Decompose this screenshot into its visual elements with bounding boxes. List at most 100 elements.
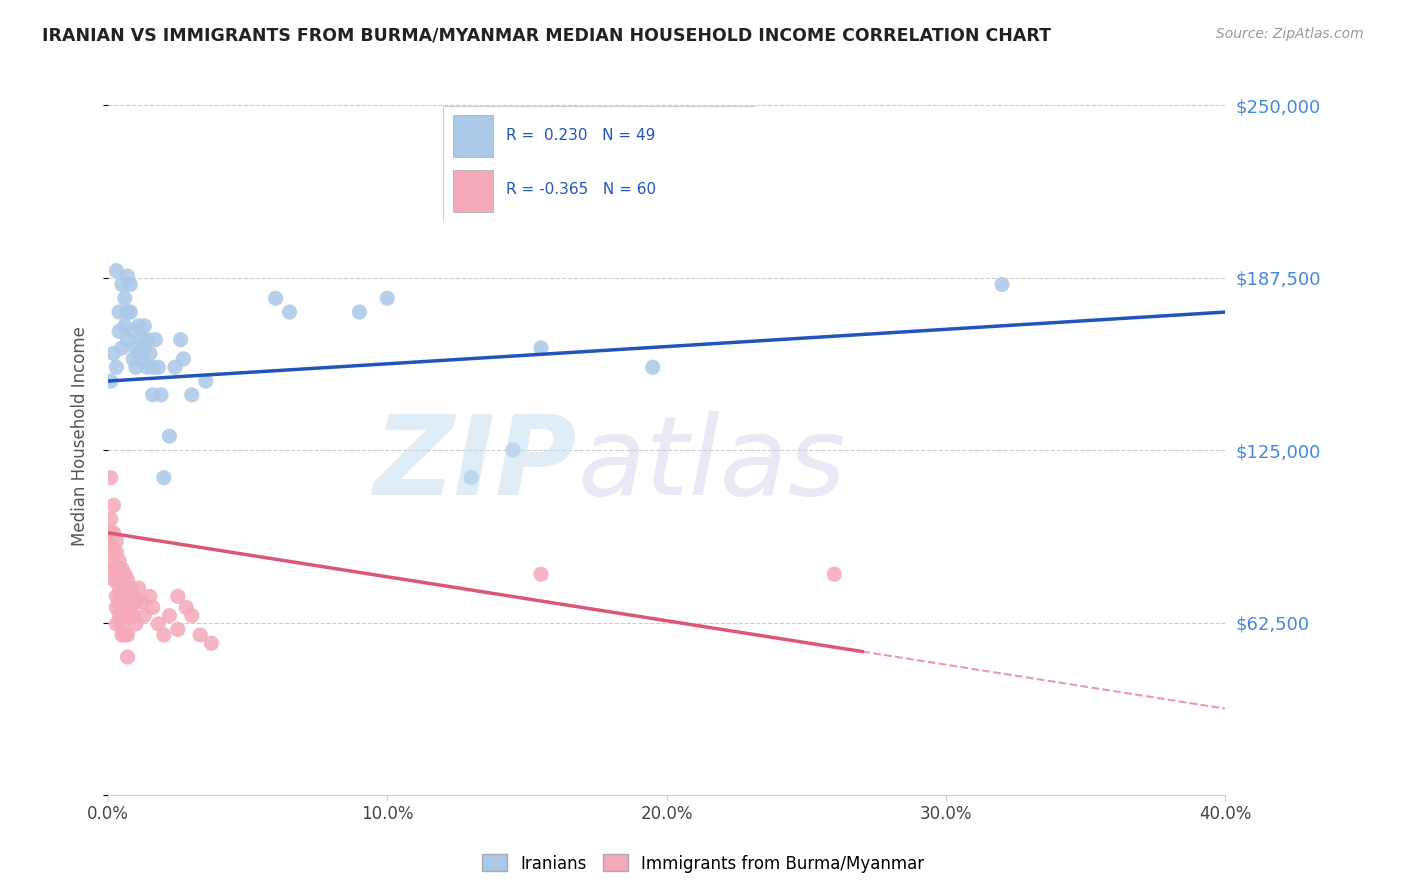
Point <box>174 600 197 615</box>
Point <box>188 628 211 642</box>
Point <box>125 341 148 355</box>
Point <box>150 388 173 402</box>
Point <box>100 470 122 484</box>
Point <box>128 318 150 333</box>
Point <box>105 545 128 559</box>
Point <box>166 623 188 637</box>
Point <box>111 616 134 631</box>
Point <box>159 608 181 623</box>
Point <box>349 305 371 319</box>
Point <box>114 628 136 642</box>
Point <box>108 567 131 582</box>
Point <box>823 567 845 582</box>
Point <box>122 608 145 623</box>
Point <box>264 291 287 305</box>
Point <box>103 346 125 360</box>
Point <box>111 341 134 355</box>
Point <box>108 581 131 595</box>
Point <box>131 333 153 347</box>
Point <box>105 616 128 631</box>
Point <box>111 277 134 292</box>
Point <box>122 590 145 604</box>
Point <box>125 595 148 609</box>
Point <box>136 360 159 375</box>
Point <box>111 573 134 587</box>
Point <box>120 581 142 595</box>
Point <box>120 305 142 319</box>
Point <box>122 351 145 366</box>
Point <box>134 341 156 355</box>
Point <box>108 608 131 623</box>
Point <box>114 318 136 333</box>
Point <box>100 553 122 567</box>
Text: Source: ZipAtlas.com: Source: ZipAtlas.com <box>1216 27 1364 41</box>
Point <box>100 374 122 388</box>
Point <box>100 540 122 554</box>
Point <box>148 360 170 375</box>
Point <box>103 573 125 587</box>
Point <box>134 318 156 333</box>
Point <box>142 388 165 402</box>
Point <box>200 636 222 650</box>
Point <box>117 305 139 319</box>
Point <box>103 562 125 576</box>
Point <box>128 346 150 360</box>
Point <box>180 388 202 402</box>
Point <box>103 498 125 512</box>
Point <box>125 616 148 631</box>
Point <box>159 429 181 443</box>
Point <box>166 590 188 604</box>
Point <box>108 553 131 567</box>
Point <box>103 525 125 540</box>
Point <box>142 600 165 615</box>
Point <box>105 573 128 587</box>
Point <box>991 277 1014 292</box>
Point <box>278 305 301 319</box>
Point <box>169 333 191 347</box>
Point <box>145 333 167 347</box>
Point <box>131 351 153 366</box>
Point <box>148 616 170 631</box>
Point <box>100 525 122 540</box>
Point <box>117 650 139 665</box>
Point <box>114 581 136 595</box>
Text: IRANIAN VS IMMIGRANTS FROM BURMA/MYANMAR MEDIAN HOUSEHOLD INCOME CORRELATION CHA: IRANIAN VS IMMIGRANTS FROM BURMA/MYANMAR… <box>42 27 1052 45</box>
Point <box>108 324 131 338</box>
Point <box>128 581 150 595</box>
Text: ZIP: ZIP <box>374 411 578 518</box>
Point <box>100 512 122 526</box>
Point <box>163 360 186 375</box>
Point <box>105 590 128 604</box>
Point <box>120 600 142 615</box>
Point <box>105 562 128 576</box>
Point <box>105 263 128 277</box>
Point <box>114 567 136 582</box>
Point <box>117 590 139 604</box>
Point <box>114 608 136 623</box>
Point <box>117 573 139 587</box>
Point <box>460 470 482 484</box>
Point <box>105 360 128 375</box>
Point <box>530 341 553 355</box>
Point <box>105 534 128 549</box>
Point <box>111 562 134 576</box>
Point <box>114 595 136 609</box>
Point <box>117 333 139 347</box>
Point <box>641 360 664 375</box>
Point <box>125 360 148 375</box>
Point <box>139 590 162 604</box>
Point <box>103 545 125 559</box>
Point <box>502 443 524 458</box>
Point <box>134 608 156 623</box>
Point <box>105 600 128 615</box>
Point <box>139 346 162 360</box>
Legend: Iranians, Immigrants from Burma/Myanmar: Iranians, Immigrants from Burma/Myanmar <box>475 847 931 880</box>
Point <box>153 628 176 642</box>
Point <box>180 608 202 623</box>
Point <box>108 305 131 319</box>
Point <box>114 291 136 305</box>
Point <box>120 277 142 292</box>
Point <box>136 333 159 347</box>
Point <box>111 600 134 615</box>
Point <box>530 567 553 582</box>
